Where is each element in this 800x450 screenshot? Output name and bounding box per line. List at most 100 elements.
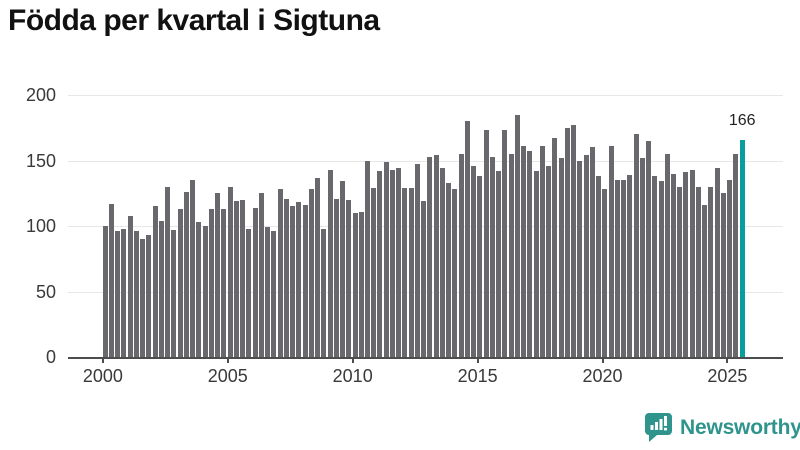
bar — [708, 186, 714, 357]
bar — [352, 212, 358, 357]
newsworthy-bubble-icon — [644, 412, 673, 443]
bar — [458, 153, 464, 357]
bar — [427, 156, 433, 357]
gridline-200 — [68, 95, 783, 96]
x-axis-label: 2025 — [707, 366, 748, 386]
bar — [227, 186, 233, 357]
bar — [208, 208, 214, 357]
bar — [333, 198, 339, 357]
bar — [652, 176, 658, 357]
bar — [158, 220, 164, 357]
bar — [421, 201, 427, 357]
bar — [720, 193, 726, 357]
y-axis-label: 150 — [25, 150, 56, 171]
bar — [321, 228, 327, 357]
bar — [127, 215, 133, 357]
bar — [596, 176, 602, 357]
bar — [633, 134, 639, 357]
bar — [589, 147, 595, 357]
y-axis-label: 200 — [25, 85, 56, 105]
bar — [102, 226, 108, 357]
bar — [183, 191, 189, 357]
bar — [733, 153, 739, 357]
bar — [627, 174, 633, 357]
bar — [302, 205, 308, 357]
bar — [727, 180, 733, 357]
bar — [377, 170, 383, 357]
bar — [396, 168, 402, 357]
bar — [452, 189, 458, 357]
x-axis-tick — [726, 357, 729, 363]
newsworthy-logo[interactable]: Newsworthy — [644, 412, 800, 443]
bar — [233, 201, 239, 357]
x-axis-label: 2005 — [207, 366, 248, 386]
bar — [271, 231, 277, 357]
bar — [533, 170, 539, 357]
bar — [121, 228, 127, 357]
bar — [571, 125, 577, 357]
bar — [489, 156, 495, 357]
bar — [539, 146, 545, 357]
y-axis-label: 100 — [25, 216, 56, 236]
x-axis-label: 2000 — [82, 366, 123, 386]
bar — [108, 203, 114, 357]
bar — [340, 181, 345, 357]
chart-title: Födda per kvartal i Sigtuna — [8, 4, 380, 37]
bar — [689, 169, 695, 357]
bar — [402, 188, 408, 357]
bar — [202, 226, 208, 357]
bar — [171, 229, 177, 357]
x-axis-tick — [601, 357, 604, 363]
last-value-label: 166 — [728, 111, 756, 129]
bar — [258, 193, 264, 357]
bar — [683, 172, 689, 357]
bar — [296, 202, 302, 357]
bar — [608, 146, 614, 357]
bar — [508, 153, 514, 357]
bar — [152, 206, 158, 357]
y-axis-label: 0 — [45, 347, 56, 367]
bar — [702, 205, 708, 357]
bar — [502, 130, 508, 357]
bar — [552, 138, 558, 357]
bar — [527, 151, 533, 357]
bar — [646, 140, 651, 357]
x-axis-tick — [351, 357, 354, 363]
x-axis-tick — [476, 357, 479, 363]
bar — [215, 193, 221, 357]
bar — [315, 177, 321, 357]
bar — [514, 114, 520, 357]
x-axis-label: 2020 — [582, 366, 623, 386]
bar — [739, 139, 745, 357]
bar — [240, 199, 246, 357]
x-axis-tick — [226, 357, 229, 363]
bar — [621, 180, 627, 357]
bar — [546, 165, 552, 357]
bar — [677, 186, 683, 357]
bar — [664, 153, 670, 357]
x-axis-label: 2015 — [457, 366, 498, 386]
bar — [277, 189, 283, 357]
bar — [283, 198, 289, 357]
bar — [290, 206, 296, 357]
bar — [414, 164, 420, 357]
bar — [358, 211, 364, 357]
bar — [346, 199, 352, 357]
newsworthy-logo-text: Newsworthy — [680, 415, 800, 439]
bar — [471, 165, 477, 357]
bar — [327, 169, 333, 357]
bar — [265, 227, 271, 357]
x-axis-label: 2010 — [332, 366, 373, 386]
bar — [714, 168, 720, 357]
bar — [602, 189, 608, 357]
bar — [695, 186, 701, 357]
bar — [496, 170, 502, 357]
bar — [558, 157, 564, 357]
bar — [446, 182, 452, 357]
bar — [408, 188, 414, 357]
bar — [658, 181, 664, 357]
bar — [133, 231, 139, 357]
plot-area — [68, 95, 783, 359]
bar — [614, 180, 620, 357]
bar — [190, 180, 196, 357]
